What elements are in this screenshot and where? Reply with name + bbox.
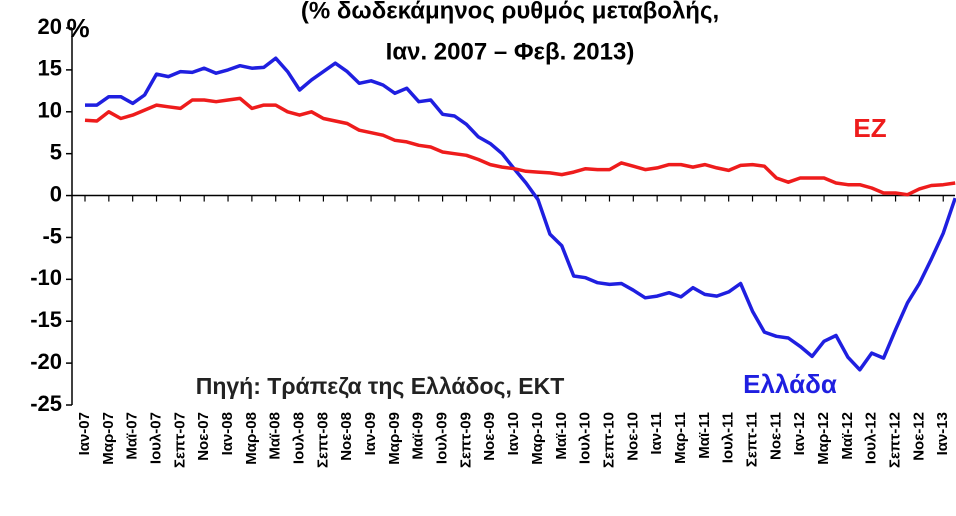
y-tick-label: 5 bbox=[50, 139, 62, 164]
x-tick-label: Ιαν-11 bbox=[648, 412, 665, 455]
x-tick-label: Νοε-11 bbox=[767, 412, 784, 460]
x-tick-label: Μαϊ-11 bbox=[696, 412, 713, 459]
annotation: Ελλάδα bbox=[743, 369, 837, 399]
y-tick-label: 10 bbox=[38, 98, 62, 123]
x-tick-label: Μαρ-09 bbox=[386, 412, 403, 465]
x-tick-label: Ιαν-07 bbox=[76, 412, 93, 455]
x-tick-label: Νοε-12 bbox=[910, 412, 927, 461]
series-line bbox=[84, 96, 956, 197]
x-tick-label: Σεπτ-12 bbox=[887, 412, 904, 468]
y-tick-label: -10 bbox=[30, 265, 62, 290]
x-tick-label: Σεπτ-10 bbox=[600, 412, 617, 468]
x-tick-label: Νοε-10 bbox=[624, 412, 641, 461]
annotation: ΕΖ bbox=[853, 113, 886, 143]
x-tick-label: Νοε-09 bbox=[481, 412, 498, 461]
y-tick-label: -15 bbox=[30, 307, 62, 332]
x-tick-label: Σεπτ-11 bbox=[743, 412, 760, 467]
y-tick-label: 20 bbox=[38, 14, 62, 39]
x-tick-label: Ιαν-08 bbox=[219, 412, 236, 455]
series-line bbox=[85, 56, 956, 372]
x-tick-label: Μαϊ-08 bbox=[267, 412, 284, 460]
x-tick-label: Ιουλ-11 bbox=[720, 412, 737, 463]
x-tick-label: Μαρ-12 bbox=[815, 412, 832, 465]
y-tick-label: -25 bbox=[30, 391, 62, 416]
x-tick-label: Σεπτ-08 bbox=[314, 412, 331, 468]
x-tick-label: Μαρ-08 bbox=[243, 412, 260, 465]
x-tick-label: Ιουλ-09 bbox=[434, 412, 451, 464]
x-tick-label: Ιουλ-10 bbox=[577, 412, 594, 464]
x-tick-label: Ιαν-09 bbox=[362, 412, 379, 455]
x-tick-label: Ιουλ-12 bbox=[863, 412, 880, 464]
x-tick-label: Ιουλ-08 bbox=[291, 412, 308, 464]
chart-subtitle: Ιαν. 2007 – Φεβ. 2013) bbox=[386, 38, 635, 65]
chart-title: (% δωδεκάμηνος ρυθμός μεταβολής, bbox=[301, 0, 719, 24]
y-tick-label: 15 bbox=[38, 56, 62, 81]
x-tick-label: Μαϊ-09 bbox=[410, 412, 427, 460]
x-tick-label: Νοε-07 bbox=[195, 412, 212, 461]
x-tick-label: Μαϊ-12 bbox=[839, 412, 856, 460]
x-tick-label: Ιουλ-07 bbox=[147, 412, 164, 464]
x-tick-label: Ιαν-13 bbox=[934, 412, 951, 455]
x-tick-label: Μαρ-07 bbox=[100, 412, 117, 465]
x-tick-label: Μαϊ-10 bbox=[553, 412, 570, 460]
y-tick-label: -5 bbox=[42, 223, 62, 248]
x-tick-label: Μαρ-11 bbox=[672, 412, 689, 464]
source-note: Πηγή: Τράπεζα της Ελλάδος, ΕΚΤ bbox=[196, 373, 565, 399]
x-tick-label: Ιαν-10 bbox=[505, 412, 522, 455]
x-tick-label: Σεπτ-07 bbox=[171, 412, 188, 468]
x-tick-label: Ιαν-12 bbox=[791, 412, 808, 455]
x-tick-label: Σεπτ-09 bbox=[457, 412, 474, 468]
y-tick-label: -20 bbox=[30, 349, 62, 374]
x-tick-label: Νοε-08 bbox=[338, 412, 355, 461]
y-tick-label: 0 bbox=[50, 181, 62, 206]
x-tick-label: Μαϊ-07 bbox=[124, 412, 141, 460]
x-tick-label: Μαρ-10 bbox=[529, 412, 546, 465]
